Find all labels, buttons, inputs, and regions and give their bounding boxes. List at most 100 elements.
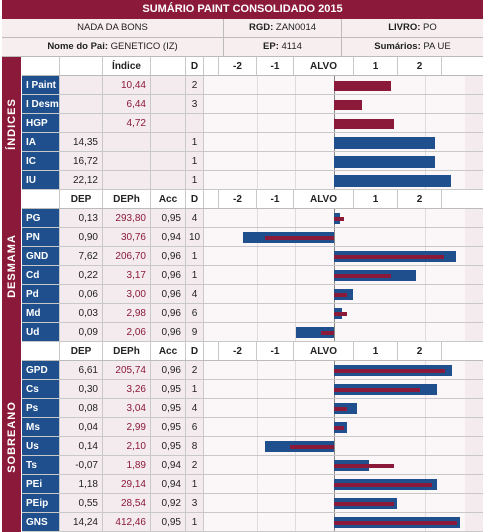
scale-spacer xyxy=(204,190,219,208)
bar-area xyxy=(204,304,465,322)
trait-label: Ts xyxy=(22,456,60,474)
bar-area xyxy=(204,380,465,398)
deph-value: 1,89 xyxy=(103,456,151,474)
scale-label: 2 xyxy=(398,342,442,360)
gridline xyxy=(257,304,258,322)
gridline xyxy=(425,95,426,113)
dep-value: 0,09 xyxy=(60,323,103,341)
gridline xyxy=(295,266,296,284)
acc-value: 0,96 xyxy=(151,266,186,284)
gridline xyxy=(425,494,426,512)
section-label: ÍNDICES xyxy=(2,57,22,190)
gridline xyxy=(295,494,296,512)
gridline xyxy=(257,285,258,303)
d-value: 1 xyxy=(186,266,204,284)
scale-label: -1 xyxy=(257,190,294,208)
table-row: Cs 0,30 3,26 0,95 1 xyxy=(22,380,483,399)
trait-header xyxy=(22,342,60,360)
trait-label: PEi xyxy=(22,475,60,493)
livro-value: PO xyxy=(423,22,437,33)
page-title: SUMÁRIO PAINT CONSOLIDADO 2015 xyxy=(2,0,483,19)
gridline xyxy=(425,114,426,132)
scale-label: -2 xyxy=(219,190,257,208)
table-row: Cd 0,22 3,17 0,96 1 xyxy=(22,266,483,285)
alvo-axis xyxy=(334,323,335,341)
ep-field: EP: 4114 xyxy=(224,38,342,56)
gridline xyxy=(295,133,296,151)
d-value: 3 xyxy=(186,494,204,512)
trait-label: GND xyxy=(22,247,60,265)
dep-value: 14,24 xyxy=(60,513,103,531)
deph-value: 29,14 xyxy=(103,475,151,493)
trait-label: I Paint xyxy=(22,76,60,94)
dep-value: 7,62 xyxy=(60,247,103,265)
table-row: Us 0,14 2,10 0,95 8 xyxy=(22,437,483,456)
d-value: 1 xyxy=(186,171,204,189)
bar-area xyxy=(204,456,465,474)
dep-bar xyxy=(296,327,334,338)
dep-header xyxy=(60,57,103,75)
section-rows: DEP DEPh Acc D -2 -1 ALVO 1 2 PG 0,13 293,80 0,95 4 PN… xyxy=(22,190,483,342)
gridline xyxy=(257,133,258,151)
gridline xyxy=(295,399,296,417)
scale-spacer xyxy=(204,342,219,360)
d-value: 4 xyxy=(186,285,204,303)
gridline xyxy=(295,285,296,303)
gridline xyxy=(425,456,426,474)
dep-header: DEP xyxy=(60,190,103,208)
gridline xyxy=(295,456,296,474)
table-row: PEip 0,55 28,54 0,92 3 xyxy=(22,494,483,513)
gridline xyxy=(295,95,296,113)
gridline xyxy=(257,323,258,341)
column-header-row: DEP DEPh Acc D -2 -1 ALVO 1 2 xyxy=(22,342,483,361)
acc-value xyxy=(151,76,186,94)
d-value: 2 xyxy=(186,361,204,379)
trait-label: IC xyxy=(22,152,60,170)
bar-area xyxy=(204,133,465,151)
bar-area xyxy=(204,475,465,493)
d-value: 4 xyxy=(186,399,204,417)
alvo-axis xyxy=(334,228,335,246)
acc-value: 0,92 xyxy=(151,494,186,512)
ep-label: EP: xyxy=(263,41,279,52)
gridline xyxy=(257,76,258,94)
table-row: HGP 4,72 xyxy=(22,114,483,133)
table-row: Ps 0,08 3,04 0,95 4 xyxy=(22,399,483,418)
acc-value: 0,95 xyxy=(151,418,186,436)
gridline xyxy=(257,361,258,379)
deph-bar xyxy=(321,331,334,335)
gridline xyxy=(295,380,296,398)
acc-header: Acc xyxy=(151,190,186,208)
gridline xyxy=(257,456,258,474)
gridline xyxy=(257,475,258,493)
dep-value: 0,90 xyxy=(60,228,103,246)
d-value: 10 xyxy=(186,228,204,246)
deph-bar xyxy=(334,274,391,278)
livro-field: LIVRO: PO xyxy=(342,19,483,37)
bar-area xyxy=(204,399,465,417)
d-value: 9 xyxy=(186,323,204,341)
deph-value: 206,70 xyxy=(103,247,151,265)
trait-label: PEip xyxy=(22,494,60,512)
scale-spacer xyxy=(442,342,465,360)
d-value: 8 xyxy=(186,437,204,455)
trait-label: Md xyxy=(22,304,60,322)
gridline xyxy=(295,513,296,531)
gridline xyxy=(257,247,258,265)
deph-bar xyxy=(334,483,433,487)
acc-value xyxy=(151,152,186,170)
bar-area xyxy=(204,114,465,132)
d-value: 2 xyxy=(186,456,204,474)
scale-label: ALVO xyxy=(294,342,354,360)
bar-area xyxy=(204,228,465,246)
bar-area xyxy=(204,437,465,455)
bar-area xyxy=(204,494,465,512)
bar-area xyxy=(204,513,465,531)
gridline xyxy=(257,152,258,170)
d-value: 1 xyxy=(186,380,204,398)
index-bar xyxy=(334,156,435,168)
section-sobreano: SOBREANO DEP DEPh Acc D -2 -1 ALVO 1 2 GPD 6,61 205,… xyxy=(2,342,483,532)
trait-label: Ud xyxy=(22,323,60,341)
index-bar xyxy=(334,81,391,91)
sumarios-value: PA UE xyxy=(423,41,451,52)
